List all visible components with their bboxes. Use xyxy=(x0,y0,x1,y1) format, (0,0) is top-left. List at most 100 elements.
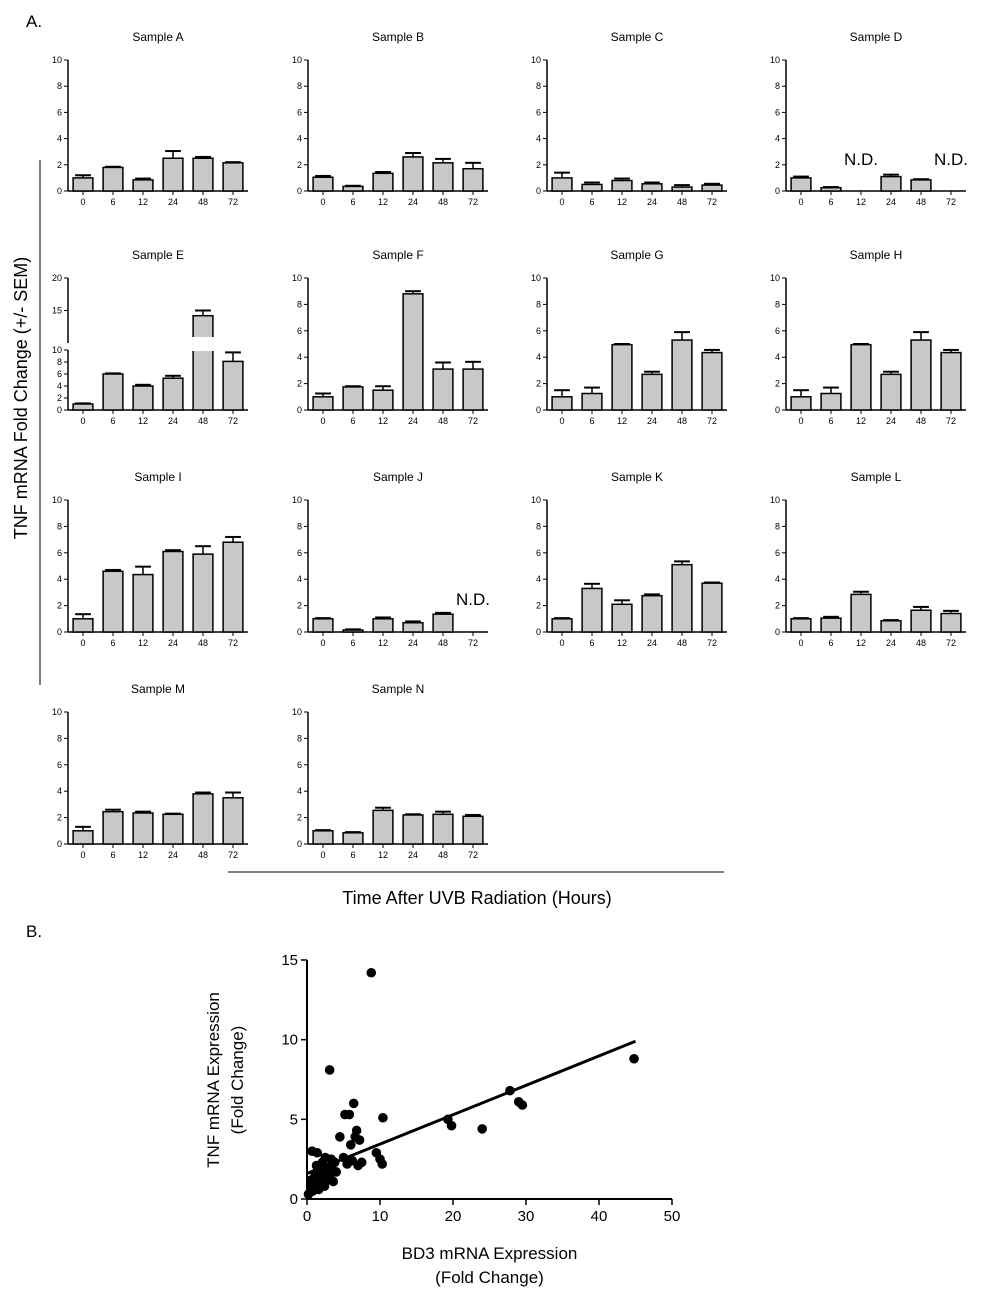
y-tick-label: 8 xyxy=(775,81,780,91)
bar xyxy=(641,183,663,192)
y-tick-label: 2 xyxy=(775,601,780,611)
y-tick-label: 0 xyxy=(297,186,302,196)
scatter-x-label: BD3 mRNA Expression xyxy=(402,1244,578,1263)
bar xyxy=(132,179,154,192)
y-tick-label: 10 xyxy=(531,55,541,65)
scatter-y-tick-label: 0 xyxy=(290,1191,298,1208)
y-tick-label: 10 xyxy=(52,707,62,717)
x-tick-label: 0 xyxy=(559,638,564,648)
scatter-point xyxy=(348,1098,359,1109)
chart-title: Sample D xyxy=(850,30,903,44)
y-tick-label: 8 xyxy=(297,733,302,743)
axis-break-gap xyxy=(192,337,214,351)
y-tick-label: 6 xyxy=(57,760,62,770)
bar xyxy=(432,368,454,411)
y-tick-label: 4 xyxy=(297,786,302,796)
y-tick-label: 6 xyxy=(297,107,302,117)
x-tick-label: 6 xyxy=(589,416,594,426)
x-tick-label: 48 xyxy=(438,197,448,207)
scatter-y-tick-label: 10 xyxy=(281,1032,298,1049)
y-tick-label: 8 xyxy=(57,81,62,91)
y-tick-label: 4 xyxy=(57,786,62,796)
x-tick-label: 6 xyxy=(350,638,355,648)
bar xyxy=(372,809,394,845)
y-tick-label: 6 xyxy=(775,107,780,117)
x-tick-label: 24 xyxy=(408,850,418,860)
x-tick-label: 6 xyxy=(110,197,115,207)
x-tick-label: 12 xyxy=(378,850,388,860)
x-tick-label: 0 xyxy=(80,197,85,207)
bar xyxy=(192,793,214,845)
bar xyxy=(940,612,962,633)
bar xyxy=(192,157,214,192)
chart-title: Sample E xyxy=(132,248,184,262)
bar xyxy=(132,812,154,845)
x-tick-label: 48 xyxy=(677,197,687,207)
bar xyxy=(671,186,693,192)
y-tick-label: 0 xyxy=(536,186,541,196)
chart-title: Sample M xyxy=(131,682,185,696)
scatter-point xyxy=(505,1085,515,1096)
y-tick-label: 8 xyxy=(57,733,62,743)
scatter-point xyxy=(377,1159,387,1169)
y-tick-label: 6 xyxy=(57,548,62,558)
y-tick-label: 10 xyxy=(531,495,541,505)
bar xyxy=(342,629,364,633)
y-tick-label: 0 xyxy=(775,405,780,415)
y-tick-label: 4 xyxy=(775,134,780,144)
y-tick-label: 0 xyxy=(57,186,62,196)
y-tick-label: 8 xyxy=(57,357,62,367)
x-tick-label: 72 xyxy=(468,850,478,860)
bar xyxy=(880,175,902,192)
x-tick-label: 72 xyxy=(946,416,956,426)
x-tick-label: 48 xyxy=(438,416,448,426)
y-tick-label: 2 xyxy=(536,379,541,389)
bar xyxy=(701,184,723,192)
x-tick-label: 48 xyxy=(438,850,448,860)
bar xyxy=(192,314,214,411)
scatter-x-tick-label: 10 xyxy=(372,1208,389,1225)
scatter-point xyxy=(328,1176,339,1187)
bar xyxy=(342,386,364,411)
x-tick-label: 24 xyxy=(408,197,418,207)
bar xyxy=(72,403,94,411)
x-tick-label: 12 xyxy=(378,197,388,207)
bar xyxy=(432,813,454,845)
x-tick-label: 24 xyxy=(408,416,418,426)
y-tick-label: 10 xyxy=(770,495,780,505)
x-tick-label: 6 xyxy=(110,416,115,426)
scatter-chart: 0 10 20 30 40 50 0 5 10 15 BD3 mRNA Expression (Fol… xyxy=(204,952,680,1287)
y-tick-label: 0 xyxy=(57,839,62,849)
bar xyxy=(162,550,184,633)
bar xyxy=(820,617,842,633)
scatter-x-label-sub: (Fold Change) xyxy=(435,1268,544,1287)
bar xyxy=(910,339,932,411)
bar xyxy=(790,177,812,192)
not-detected-label: N.D. xyxy=(456,590,490,609)
bar xyxy=(581,392,603,411)
y-tick-label: 10 xyxy=(770,55,780,65)
y-tick-label: 4 xyxy=(536,134,541,144)
bar xyxy=(372,172,394,192)
y-tick-label: 10 xyxy=(292,707,302,717)
bar xyxy=(162,813,184,845)
x-tick-label: 24 xyxy=(886,638,896,648)
scatter-point xyxy=(335,1132,345,1142)
x-tick-label: 48 xyxy=(198,197,208,207)
x-tick-label: 48 xyxy=(198,416,208,426)
scatter-point xyxy=(351,1125,362,1136)
scatter-point xyxy=(346,1140,356,1150)
scatter-point xyxy=(446,1120,457,1131)
chart-title: Sample N xyxy=(372,682,425,696)
y-tick-label: 8 xyxy=(775,299,780,309)
y-tick-label: 4 xyxy=(57,134,62,144)
y-tick-label: 2 xyxy=(297,160,302,170)
bar xyxy=(551,618,573,633)
